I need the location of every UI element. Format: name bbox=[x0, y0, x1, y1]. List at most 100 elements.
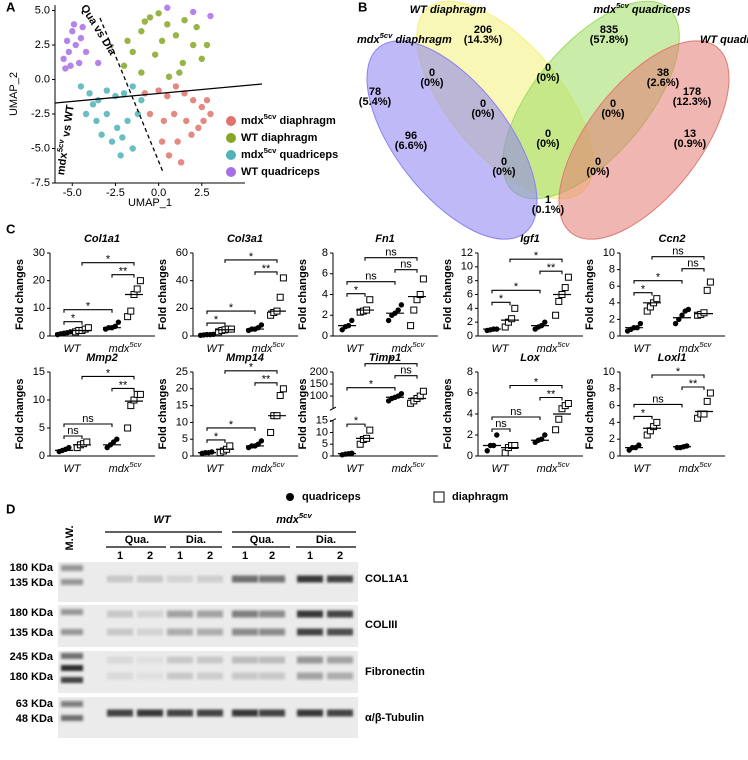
band bbox=[61, 677, 83, 683]
band bbox=[259, 575, 285, 583]
x-tick-label: WT bbox=[63, 463, 81, 475]
bracket bbox=[224, 370, 278, 374]
band bbox=[61, 653, 83, 659]
point bbox=[279, 385, 287, 393]
significance: * bbox=[641, 407, 646, 419]
venn-set bbox=[558, 40, 730, 240]
point bbox=[136, 277, 144, 285]
point bbox=[258, 438, 265, 444]
significance: ns bbox=[652, 393, 664, 405]
band bbox=[61, 701, 83, 707]
bracket bbox=[633, 292, 653, 296]
mw-marker: 63 KDa bbox=[16, 698, 54, 710]
point bbox=[67, 62, 74, 69]
y-tick-label: 4 bbox=[609, 416, 615, 428]
panel-label: B bbox=[358, 0, 367, 14]
point bbox=[164, 4, 171, 11]
y-tick-label: 0 bbox=[467, 330, 473, 342]
venn-percent: (0%) bbox=[471, 108, 495, 120]
point bbox=[165, 152, 173, 159]
point bbox=[188, 131, 195, 138]
bracket bbox=[206, 427, 256, 431]
band bbox=[297, 709, 323, 717]
tissue-label: Qua. bbox=[250, 534, 274, 546]
y-tick-label: 0 bbox=[182, 450, 188, 462]
band bbox=[232, 656, 258, 664]
bracket bbox=[63, 321, 83, 325]
significance: * bbox=[369, 379, 374, 391]
venn-percent: (2.6%) bbox=[647, 77, 680, 89]
point bbox=[636, 442, 642, 448]
protein-label: α/β-Tubulin bbox=[365, 712, 424, 724]
band bbox=[259, 610, 285, 618]
significance: * bbox=[214, 314, 219, 326]
point bbox=[276, 293, 284, 301]
y-tick-label: 2 bbox=[467, 429, 473, 441]
venn-percent: (5.4%) bbox=[359, 96, 392, 108]
point bbox=[164, 92, 171, 100]
significance: ns bbox=[495, 418, 507, 430]
x-tick-label: 2.5 bbox=[194, 187, 209, 199]
point bbox=[203, 97, 211, 104]
y-tick-label: 100 bbox=[310, 390, 328, 402]
mw-marker: 180 KDa bbox=[10, 671, 54, 683]
chart-title: Timp1 bbox=[369, 352, 401, 364]
band bbox=[167, 656, 193, 664]
y-tick-label: 5.0 bbox=[35, 4, 50, 16]
x-tick-label: mdx5cv bbox=[252, 460, 286, 475]
y-axis-title: Fold changes bbox=[442, 259, 454, 330]
significance: ** bbox=[262, 374, 271, 386]
significance: ** bbox=[262, 263, 271, 275]
legend-marker bbox=[286, 493, 294, 501]
band bbox=[197, 656, 223, 664]
y-tick-label: 0 bbox=[39, 330, 45, 342]
venn-percent: (6.6%) bbox=[395, 140, 428, 152]
y-tick-label: 15 bbox=[33, 366, 45, 378]
point bbox=[63, 37, 71, 45]
bracket bbox=[681, 386, 705, 390]
point bbox=[77, 83, 85, 90]
lane-label: 2 bbox=[269, 550, 275, 562]
y-tick-label: 4 bbox=[467, 302, 473, 314]
bracket bbox=[63, 309, 113, 313]
bracket bbox=[254, 271, 278, 275]
mw-marker: 245 KDa bbox=[10, 651, 54, 663]
x-tick-label: mdx5cv bbox=[679, 460, 713, 475]
band bbox=[232, 628, 258, 636]
bracket bbox=[539, 396, 563, 401]
point bbox=[75, 59, 83, 67]
x-tick-label: WT bbox=[63, 343, 81, 355]
protein-label: Fibronectin bbox=[365, 666, 425, 678]
legend-label: diaphragm bbox=[452, 491, 508, 503]
y-axis-title: Fold changes bbox=[14, 259, 26, 330]
point bbox=[398, 302, 405, 308]
significance: * bbox=[354, 285, 359, 297]
point bbox=[679, 312, 685, 318]
point bbox=[151, 51, 159, 58]
y-tick-label: 2 bbox=[467, 316, 473, 328]
legend-label: WT quadriceps bbox=[241, 166, 320, 178]
y-tick-label: 8 bbox=[609, 383, 615, 395]
bracket bbox=[651, 256, 705, 260]
venn-count: 206 bbox=[474, 24, 492, 36]
band bbox=[137, 672, 163, 680]
band bbox=[167, 628, 193, 636]
y-tick-label: 2 bbox=[609, 433, 615, 445]
band bbox=[137, 575, 163, 583]
point bbox=[112, 92, 119, 100]
point bbox=[117, 152, 124, 159]
y-tick-label: 10 bbox=[603, 366, 615, 378]
point bbox=[108, 138, 116, 145]
lane-label: 2 bbox=[147, 550, 153, 562]
point bbox=[155, 10, 162, 17]
significance: * bbox=[229, 302, 234, 314]
bracket bbox=[346, 423, 366, 428]
significance: * bbox=[676, 366, 681, 378]
venn-percent: (0.9%) bbox=[674, 138, 707, 150]
point bbox=[103, 110, 111, 118]
band bbox=[232, 709, 258, 717]
significance: ns bbox=[687, 258, 699, 270]
band bbox=[61, 715, 83, 721]
y-tick-label: 0.0 bbox=[35, 73, 50, 85]
y-tick-label: -2.5 bbox=[31, 108, 50, 120]
